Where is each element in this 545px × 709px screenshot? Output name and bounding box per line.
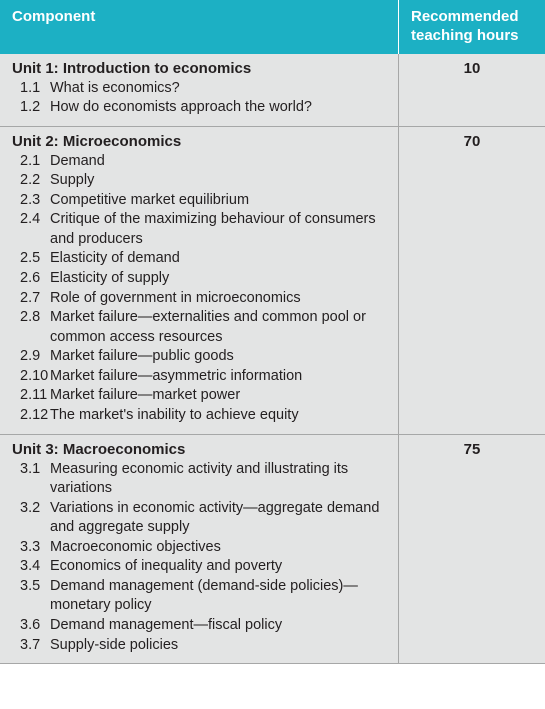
topic-label: Demand management—fiscal policy bbox=[50, 616, 390, 636]
unit-component-cell: Unit 3: Macroeconomics 3.1Measuring econo… bbox=[0, 435, 399, 664]
unit-hours-cell: 70 bbox=[399, 127, 545, 434]
topic-line: 3.5Demand management (demand-side polici… bbox=[12, 577, 390, 616]
topic-number: 2.6 bbox=[12, 269, 50, 289]
topic-line: 3.3Macroeconomic objectives bbox=[12, 538, 390, 558]
topic-number: 2.3 bbox=[12, 191, 50, 211]
unit-title: Unit 2: Microeconomics bbox=[12, 133, 390, 150]
unit-row: Unit 1: Introduction to economics 1.1What… bbox=[0, 54, 545, 127]
unit-title: Unit 3: Macroeconomics bbox=[12, 441, 390, 458]
header-hours: Recommended teaching hours bbox=[399, 0, 545, 54]
topic-label: Measuring economic activity and illustra… bbox=[50, 460, 390, 499]
topic-number: 3.7 bbox=[12, 636, 50, 656]
topic-number: 3.2 bbox=[12, 499, 50, 538]
topic-number: 2.10 bbox=[12, 367, 50, 387]
topic-label: Role of government in microeconomics bbox=[50, 289, 390, 309]
unit-component-cell: Unit 1: Introduction to economics 1.1What… bbox=[0, 54, 399, 126]
topic-line: 2.11Market failure—market power bbox=[12, 386, 390, 406]
topic-label: Elasticity of demand bbox=[50, 249, 390, 269]
topic-line: 2.1Demand bbox=[12, 152, 390, 172]
unit-title: Unit 1: Introduction to economics bbox=[12, 60, 390, 77]
topic-label: Variations in economic activity—aggregat… bbox=[50, 499, 390, 538]
topic-label: Elasticity of supply bbox=[50, 269, 390, 289]
topic-number: 2.9 bbox=[12, 347, 50, 367]
topic-line: 3.1Measuring economic activity and illus… bbox=[12, 460, 390, 499]
topic-number: 3.6 bbox=[12, 616, 50, 636]
topic-line: 2.8Market failure—externalities and comm… bbox=[12, 308, 390, 347]
topic-label: How do economists approach the world? bbox=[50, 98, 390, 118]
topic-label: Macroeconomic objectives bbox=[50, 538, 390, 558]
topic-number: 2.1 bbox=[12, 152, 50, 172]
topic-number: 3.4 bbox=[12, 557, 50, 577]
topic-number: 2.7 bbox=[12, 289, 50, 309]
topic-line: 1.2How do economists approach the world? bbox=[12, 98, 390, 118]
topic-number: 3.5 bbox=[12, 577, 50, 616]
topic-number: 1.2 bbox=[12, 98, 50, 118]
unit-component-cell: Unit 2: Microeconomics 2.1Demand2.2Supply… bbox=[0, 127, 399, 434]
topic-line: 2.7Role of government in microeconomics bbox=[12, 289, 390, 309]
topic-label: What is economics? bbox=[50, 79, 390, 99]
topic-label: Supply bbox=[50, 171, 390, 191]
topic-label: Market failure—market power bbox=[50, 386, 390, 406]
topic-line: 2.5Elasticity of demand bbox=[12, 249, 390, 269]
topic-number: 2.2 bbox=[12, 171, 50, 191]
topic-label: Market failure—asymmetric information bbox=[50, 367, 390, 387]
topic-label: Demand bbox=[50, 152, 390, 172]
topic-number: 3.1 bbox=[12, 460, 50, 499]
topic-line: 2.10Market failure—asymmetric informatio… bbox=[12, 367, 390, 387]
topic-line: 2.9Market failure—public goods bbox=[12, 347, 390, 367]
topic-label: Demand management (demand-side policies)… bbox=[50, 577, 390, 616]
topic-number: 2.12 bbox=[12, 406, 50, 426]
topic-line: 3.2Variations in economic activity—aggre… bbox=[12, 499, 390, 538]
topic-line: 2.6Elasticity of supply bbox=[12, 269, 390, 289]
header-component: Component bbox=[0, 0, 399, 54]
topic-label: Economics of inequality and poverty bbox=[50, 557, 390, 577]
topic-label: The market's inability to achieve equity bbox=[50, 406, 390, 426]
topic-line: 2.2Supply bbox=[12, 171, 390, 191]
unit-hours-cell: 10 bbox=[399, 54, 545, 126]
topic-number: 2.8 bbox=[12, 308, 50, 347]
topic-label: Competitive market equilibrium bbox=[50, 191, 390, 211]
topic-number: 2.11 bbox=[12, 386, 50, 406]
topic-number: 1.1 bbox=[12, 79, 50, 99]
unit-row: Unit 2: Microeconomics 2.1Demand2.2Supply… bbox=[0, 127, 545, 435]
unit-row: Unit 3: Macroeconomics 3.1Measuring econo… bbox=[0, 435, 545, 665]
topic-number: 2.5 bbox=[12, 249, 50, 269]
topic-line: 2.12The market's inability to achieve eq… bbox=[12, 406, 390, 426]
unit-hours-cell: 75 bbox=[399, 435, 545, 664]
topic-line: 3.7Supply-side policies bbox=[12, 636, 390, 656]
topic-line: 2.4Critique of the maximizing behaviour … bbox=[12, 210, 390, 249]
syllabus-table: Component Recommended teaching hours Uni… bbox=[0, 0, 545, 664]
topic-line: 1.1What is economics? bbox=[12, 79, 390, 99]
topic-line: 3.6Demand management—fiscal policy bbox=[12, 616, 390, 636]
topic-label: Critique of the maximizing behaviour of … bbox=[50, 210, 390, 249]
topic-number: 2.4 bbox=[12, 210, 50, 249]
topic-line: 2.3Competitive market equilibrium bbox=[12, 191, 390, 211]
topic-number: 3.3 bbox=[12, 538, 50, 558]
topic-line: 3.4Economics of inequality and poverty bbox=[12, 557, 390, 577]
topic-label: Market failure—externalities and common … bbox=[50, 308, 390, 347]
topic-label: Market failure—public goods bbox=[50, 347, 390, 367]
topic-label: Supply-side policies bbox=[50, 636, 390, 656]
table-header-row: Component Recommended teaching hours bbox=[0, 0, 545, 54]
